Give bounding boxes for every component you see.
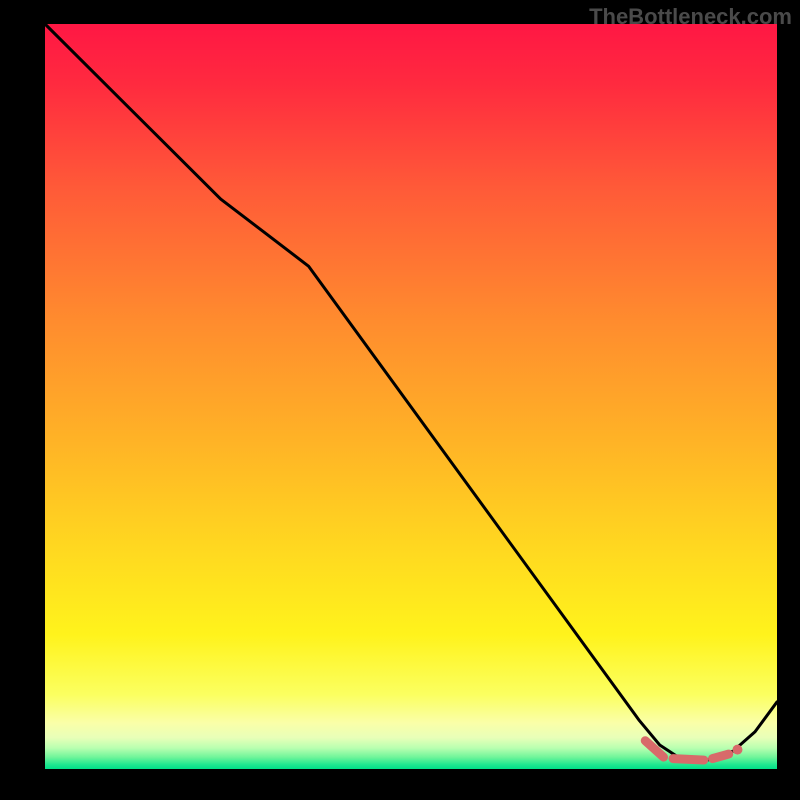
optimal-range-dot — [732, 745, 742, 755]
optimal-range-segment — [713, 754, 729, 758]
watermark-label: TheBottleneck.com — [589, 4, 792, 30]
optimal-range-segment — [673, 759, 704, 760]
chart-frame: TheBottleneck.com — [0, 0, 800, 800]
plot-area — [45, 24, 777, 769]
bottleneck-chart — [0, 0, 800, 800]
